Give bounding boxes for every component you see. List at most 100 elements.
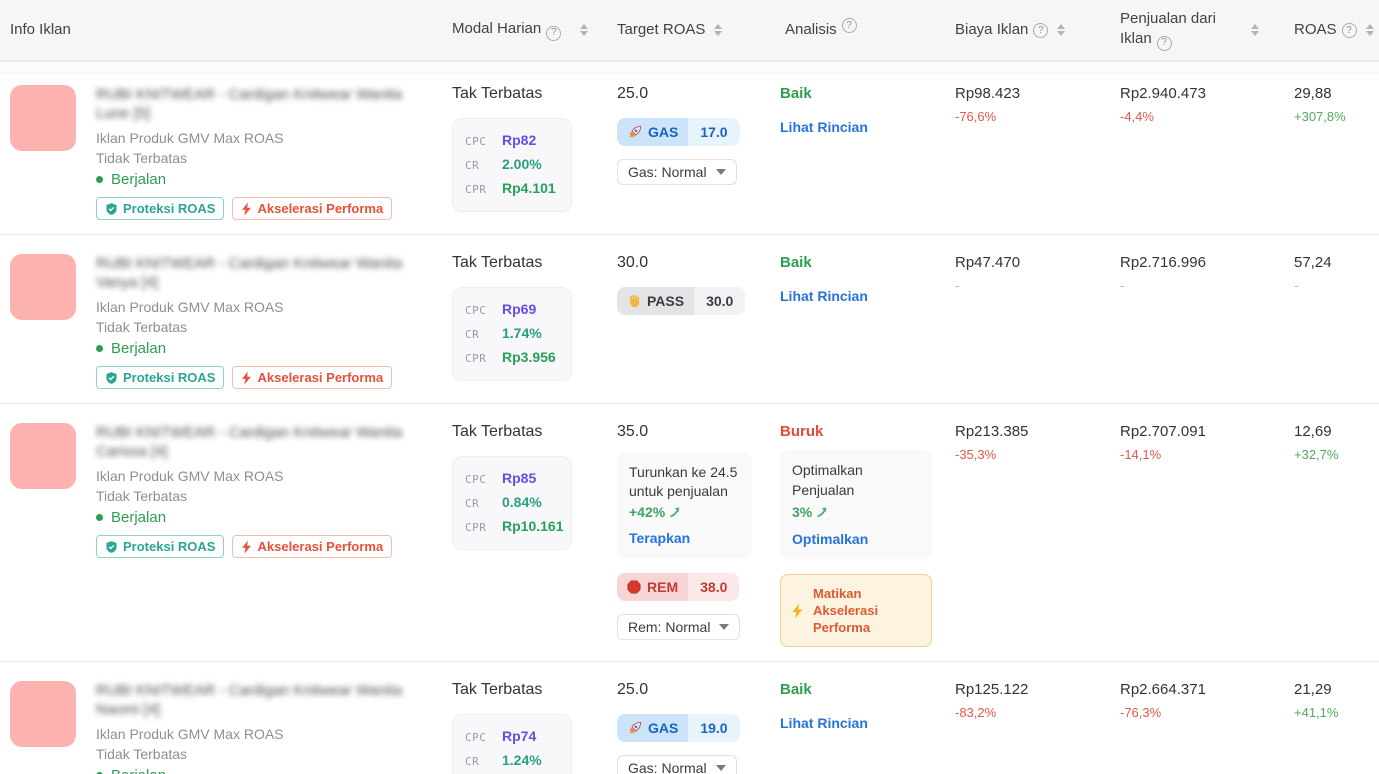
akselerasi-performa-badge[interactable]: Akselerasi Performa (232, 197, 393, 220)
analisis-status: Buruk (780, 423, 824, 440)
col-label: Penjualan dari Iklan (1120, 10, 1216, 48)
lightning-icon (242, 201, 252, 216)
roas-value: 57,24 (1294, 254, 1332, 271)
cr-label: CR (465, 328, 480, 341)
sort-icon[interactable] (1057, 24, 1066, 36)
cpc-value: Rp69 (502, 301, 537, 317)
cr-value: 0.84% (502, 494, 542, 510)
ad-title[interactable]: RUBI KNITWEAR - Cardigan Knitwear Wanita… (96, 424, 403, 460)
shield-check-icon (106, 371, 117, 384)
akselerasi-performa-badge[interactable]: Akselerasi Performa (232, 366, 393, 389)
product-thumbnail[interactable] (10, 681, 76, 747)
proteksi-roas-badge[interactable]: Proteksi ROAS (96, 366, 225, 389)
roas-delta: - (1294, 278, 1299, 293)
penjualan-delta: -14,1% (1120, 447, 1162, 462)
gas-mode-dropdown[interactable]: Gas: Normal (617, 159, 737, 185)
trend-up-icon (670, 507, 680, 518)
shield-check-icon (106, 202, 117, 215)
col-header-roas[interactable]: ROAS ? (1285, 20, 1379, 40)
optimalkan-link[interactable]: Optimalkan (792, 531, 869, 547)
cpc-value: Rp85 (502, 470, 537, 486)
cr-label: CR (465, 159, 480, 172)
product-thumbnail[interactable] (10, 423, 76, 489)
lihat-rincian-link[interactable]: Lihat Rincian (780, 715, 868, 731)
lihat-rincian-link[interactable]: Lihat Rincian (780, 119, 868, 135)
col-label: Biaya Iklan (955, 21, 1029, 38)
help-icon[interactable]: ? (1033, 22, 1049, 38)
product-thumbnail[interactable] (10, 85, 76, 151)
terapkan-link[interactable]: Terapkan (629, 530, 691, 546)
biaya-iklan-delta: -35,3% (955, 447, 997, 462)
recommendation-delta: 3% (792, 504, 813, 520)
biaya-iklan-delta: -76,6% (955, 109, 997, 124)
table-row: RUBI KNITWEAR - Cardigan Knitwear Wanita… (0, 404, 1379, 662)
roas-value: 21,29 (1294, 681, 1332, 698)
ad-budget-label: Tidak Terbatas (96, 488, 188, 504)
target-recommendation-card: Turunkan ke 24.5 untuk penjualan +42% Te… (617, 453, 752, 558)
ad-title[interactable]: RUBI KNITWEAR - Cardigan Knitwear Wanita… (96, 255, 403, 291)
cr-label: CR (465, 755, 480, 768)
ad-type-label: Iklan Produk GMV Max ROAS (96, 468, 284, 484)
product-thumbnail[interactable] (10, 254, 76, 320)
col-header-penjualan-dari-iklan[interactable]: Penjualan dari Iklan? (1115, 9, 1285, 51)
matikan-akselerasi-performa-button[interactable]: Matikan Akselerasi Performa (780, 574, 932, 647)
help-icon[interactable]: ? (546, 25, 562, 41)
shield-check-icon (106, 540, 117, 553)
col-label: Target ROAS (617, 21, 706, 38)
ad-type-label: Iklan Produk GMV Max ROAS (96, 726, 284, 742)
analisis-status: Baik (780, 85, 812, 102)
metrics-box: CPC Rp82 CR 2.00% CPR Rp4.101 (452, 118, 572, 212)
roas-delta: +307,8% (1294, 109, 1346, 124)
raised-hand-icon (630, 294, 640, 308)
roas-value: 29,88 (1294, 85, 1332, 102)
cpr-value: Rp4.101 (502, 180, 556, 196)
sort-icon[interactable] (580, 24, 588, 36)
cpr-label: CPR (465, 352, 487, 365)
chip-value: 30.0 (694, 287, 746, 315)
akselerasi-performa-badge[interactable]: Akselerasi Performa (232, 535, 393, 558)
penjualan-value: Rp2.707.091 (1120, 423, 1206, 440)
ad-status: Berjalan (96, 340, 430, 357)
roas-delta: +32,7% (1294, 447, 1339, 462)
help-icon[interactable]: ? (1156, 35, 1172, 51)
sort-icon[interactable] (714, 24, 723, 36)
help-icon[interactable]: ? (841, 17, 857, 33)
cr-label: CR (465, 497, 480, 510)
rem-mode-dropdown[interactable]: Rem: Normal (617, 614, 741, 640)
proteksi-roas-badge[interactable]: Proteksi ROAS (96, 197, 225, 220)
chip-label: GAS (648, 124, 679, 140)
col-header-analisis: Analisis ? (775, 17, 950, 43)
metrics-box: CPC Rp69 CR 1.74% CPR Rp3.956 (452, 287, 572, 381)
help-icon[interactable]: ? (1341, 22, 1357, 38)
cpc-label: CPC (465, 135, 487, 148)
ad-title[interactable]: RUBI KNITWEAR - Cardigan Knitwear Wanita… (96, 682, 403, 718)
header-gap (0, 62, 1379, 74)
lightning-icon (242, 539, 252, 554)
ad-title[interactable]: RUBI KNITWEAR - Cardigan Knitwear Wanita… (96, 86, 403, 122)
col-header-modal-harian[interactable]: Modal Harian? (440, 19, 612, 41)
recommendation-text: Turunkan ke 24.5 untuk penjualan (629, 464, 738, 499)
analisis-recommendation-card: Optimalkan Penjualan 3% Optimalkan (780, 450, 932, 559)
col-header-target-roas[interactable]: Target ROAS (612, 20, 775, 40)
proteksi-roas-badge[interactable]: Proteksi ROAS (96, 535, 225, 558)
rem-chip: REM 38.0 (617, 573, 740, 601)
ad-type-label: Iklan Produk GMV Max ROAS (96, 130, 284, 146)
sort-icon[interactable] (1251, 24, 1259, 36)
target-roas-value: 25.0 (617, 85, 649, 102)
chip-label: REM (647, 579, 679, 595)
chip-label: GAS (648, 720, 679, 736)
sort-icon[interactable] (1365, 24, 1374, 36)
penjualan-value: Rp2.664.371 (1120, 681, 1206, 698)
col-header-info-iklan: Info Iklan (0, 20, 440, 40)
analisis-status: Baik (780, 681, 812, 698)
biaya-iklan-value: Rp125.122 (955, 681, 1029, 698)
penjualan-value: Rp2.716.996 (1120, 254, 1206, 271)
gas-mode-dropdown[interactable]: Gas: Normal (617, 755, 737, 774)
chip-value: 38.0 (688, 573, 740, 601)
lihat-rincian-link[interactable]: Lihat Rincian (780, 288, 868, 304)
col-label: Info Iklan (10, 21, 71, 38)
cpc-value: Rp74 (502, 728, 537, 744)
target-roas-value: 25.0 (617, 681, 649, 698)
col-header-biaya-iklan[interactable]: Biaya Iklan ? (950, 20, 1115, 40)
biaya-iklan-delta: - (955, 278, 960, 293)
